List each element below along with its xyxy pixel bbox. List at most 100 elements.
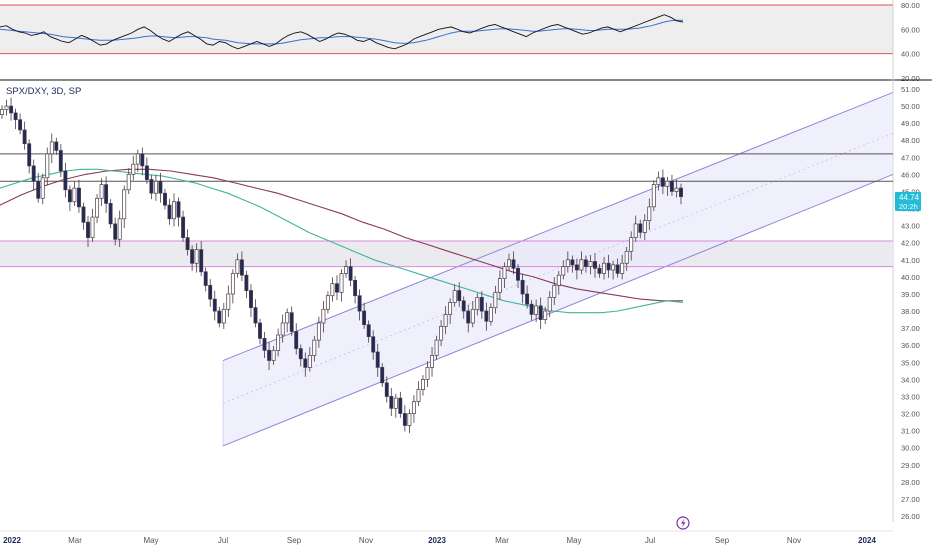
- candle: [163, 192, 167, 206]
- candle: [203, 271, 208, 286]
- candle: [380, 367, 385, 384]
- price-tick-label: 42.00: [901, 239, 920, 248]
- rsi-tick-label: 60.00: [901, 25, 920, 34]
- price-tick-label: 28.00: [901, 478, 920, 487]
- candle: [36, 180, 41, 199]
- candle: [348, 266, 353, 281]
- candle: [344, 266, 348, 274]
- candle: [77, 187, 81, 208]
- candle: [45, 153, 50, 179]
- rsi-tick-label: 80.00: [901, 1, 920, 10]
- price-tick-label: 33.00: [901, 392, 920, 401]
- candle: [212, 298, 217, 312]
- candle: [176, 201, 181, 218]
- candle: [158, 180, 163, 194]
- time-tick-label: 2023: [428, 536, 446, 545]
- candle: [307, 355, 312, 368]
- time-tick-label: 2024: [858, 536, 876, 545]
- time-tick-label: Mar: [68, 536, 82, 545]
- time-tick-label: Nov: [359, 536, 373, 545]
- candle: [375, 351, 380, 368]
- time-tick-label: Nov: [787, 536, 801, 545]
- candle: [624, 250, 629, 264]
- time-tick-label: Sep: [715, 536, 730, 545]
- candle: [425, 367, 430, 380]
- price-tick-label: 36.00: [901, 341, 920, 350]
- candle: [353, 279, 358, 297]
- candle: [63, 170, 68, 191]
- candle: [583, 259, 588, 267]
- candle: [525, 293, 530, 305]
- candle: [588, 261, 593, 267]
- candle: [230, 273, 235, 295]
- candle: [357, 295, 362, 312]
- candle: [104, 184, 109, 204]
- candle: [488, 307, 493, 322]
- candle: [534, 305, 539, 315]
- candle: [371, 336, 376, 353]
- candle: [511, 259, 516, 269]
- time-tick-label: Mar: [495, 536, 509, 545]
- candle: [366, 324, 371, 338]
- candle: [267, 349, 272, 361]
- time-tick-label: 2022: [3, 536, 21, 545]
- rsi-panel: 80.00 60.00 40.00 20.00: [0, 1, 920, 83]
- candle: [507, 259, 511, 267]
- candle: [651, 184, 656, 208]
- candle: [402, 413, 407, 426]
- price-tick-label: 41.00: [901, 256, 920, 265]
- candle: [579, 259, 584, 271]
- candles: [0, 97, 683, 434]
- price-tick-label: 31.00: [901, 427, 920, 436]
- ma-fast-line: [0, 168, 684, 314]
- price-tick-label: 46.00: [901, 170, 920, 179]
- candle: [199, 249, 204, 273]
- lightning-icon[interactable]: [676, 516, 690, 530]
- price-tick-label: 48.00: [901, 136, 920, 145]
- price-tick-label: 34.00: [901, 375, 920, 384]
- candle: [642, 220, 647, 233]
- candle: [0, 109, 4, 115]
- candle: [461, 300, 466, 312]
- candle: [389, 396, 394, 409]
- rsi-axis: 80.00 60.00 40.00 20.00: [901, 1, 920, 83]
- candle: [316, 322, 321, 341]
- candle: [411, 401, 416, 414]
- candle: [108, 203, 113, 225]
- candle: [280, 322, 285, 336]
- rsi-band: [0, 5, 893, 54]
- candle: [416, 389, 421, 402]
- rsi-tick-label: 40.00: [901, 50, 920, 59]
- candle: [72, 187, 77, 203]
- candle: [547, 297, 552, 312]
- candle: [674, 187, 679, 192]
- candle: [49, 141, 54, 155]
- price-badge-countdown: 20:2h: [899, 202, 918, 211]
- candle: [190, 249, 195, 264]
- price-tick-label: 49.00: [901, 119, 920, 128]
- time-tick-label: Jul: [218, 536, 228, 545]
- candle: [633, 223, 638, 238]
- rsi-line: [0, 14, 684, 50]
- candle: [153, 180, 158, 194]
- channel-mid: [222, 133, 894, 404]
- candle: [339, 273, 344, 293]
- candle: [421, 379, 425, 390]
- candle: [4, 105, 9, 110]
- candle: [285, 312, 290, 324]
- candle: [239, 259, 244, 276]
- candle: [479, 297, 484, 312]
- symbol-label: SPX/DXY, 3D, SP: [6, 86, 81, 97]
- ma-slow-line: [0, 168, 683, 302]
- candle: [27, 143, 32, 167]
- candle: [552, 285, 557, 298]
- candle: [660, 177, 665, 187]
- candle: [679, 187, 683, 197]
- candle: [117, 218, 122, 240]
- candle: [475, 297, 480, 310]
- candle: [321, 308, 326, 324]
- candle: [556, 274, 561, 286]
- candle: [656, 177, 661, 185]
- candle: [194, 249, 199, 264]
